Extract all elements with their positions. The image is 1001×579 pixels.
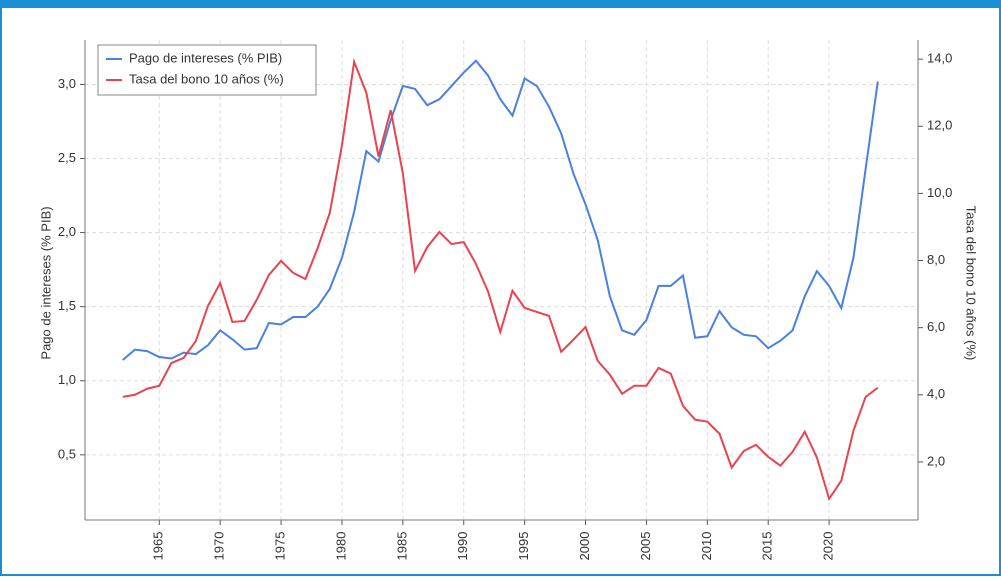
y2-tick-label: 14,0 bbox=[927, 51, 952, 66]
x-tick-label: 2005 bbox=[638, 532, 653, 561]
legend-label: Pago de intereses (% PIB) bbox=[129, 50, 282, 65]
y-tick-label: 3,0 bbox=[58, 76, 76, 91]
y2-tick-label: 12,0 bbox=[927, 118, 952, 133]
y2-tick-label: 8,0 bbox=[927, 252, 945, 267]
x-tick-label: 1990 bbox=[455, 532, 470, 561]
legend-label: Tasa del bono 10 años (%) bbox=[129, 71, 284, 86]
line bbox=[122, 57, 879, 502]
y-tick-label: 2,0 bbox=[58, 224, 76, 239]
x-tick-label: 1980 bbox=[333, 532, 348, 561]
line bbox=[122, 59, 879, 361]
x-tick-label: 1985 bbox=[394, 532, 409, 561]
y-tick-label: 1,0 bbox=[58, 372, 76, 387]
x-tick-label: 2000 bbox=[577, 532, 592, 561]
x-tick-label: 1995 bbox=[516, 532, 531, 561]
x-tick-label: 1975 bbox=[273, 532, 288, 561]
x-tick-label: 1970 bbox=[212, 532, 227, 561]
chart: Pago de intereses (% PIB) Tasa del bono … bbox=[38, 40, 979, 561]
y2-tick-label: 4,0 bbox=[927, 386, 945, 401]
y-axis-label: Pago de intereses (% PIB) bbox=[38, 206, 53, 359]
y-tick-label: 2,5 bbox=[58, 150, 76, 165]
x-tick-label: 2010 bbox=[699, 532, 714, 561]
y2-tick-label: 10,0 bbox=[927, 185, 952, 200]
legend-box bbox=[97, 44, 317, 96]
y2-tick-label: 2,0 bbox=[927, 453, 945, 468]
x-tick-label: 2020 bbox=[821, 532, 836, 561]
y-tick-label: 1,5 bbox=[58, 298, 76, 313]
x-tick-label: 1965 bbox=[151, 532, 166, 561]
y2-axis-label: Tasa del bono 10 años (%) bbox=[964, 206, 979, 361]
x-tick-label: 2015 bbox=[760, 532, 775, 561]
y2-tick-label: 6,0 bbox=[927, 319, 945, 334]
y-tick-label: 0,5 bbox=[58, 446, 76, 461]
